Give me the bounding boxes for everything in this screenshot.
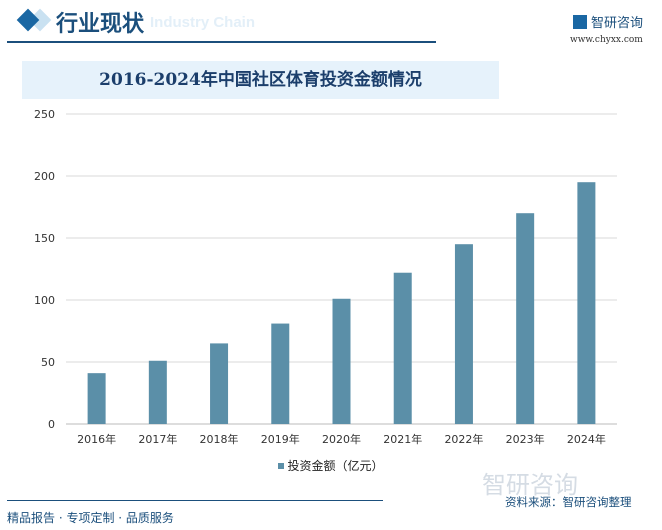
bar — [210, 343, 229, 424]
bar — [332, 298, 351, 424]
x-tick-label: 2018年 — [200, 432, 239, 446]
x-tick-label: 2017年 — [138, 432, 177, 446]
source-note: 资料来源：智研咨询整理 — [505, 495, 632, 509]
y-tick-label: 200 — [34, 170, 55, 183]
bar — [516, 213, 535, 424]
x-tick-label: 2023年 — [506, 432, 545, 446]
bar — [271, 323, 290, 424]
legend-swatch — [278, 462, 285, 469]
bar — [87, 373, 106, 424]
header-divider — [7, 41, 436, 43]
x-tick-label: 2016年 — [77, 432, 116, 446]
y-tick-label: 250 — [34, 108, 55, 121]
y-tick-label: 0 — [48, 418, 55, 431]
footer-divider — [7, 500, 383, 501]
x-tick-label: 2019年 — [261, 432, 300, 446]
footer-slogan: 精品报告 · 专项定制 · 品质服务 — [7, 511, 174, 525]
section-title: 行业现状 — [56, 12, 145, 37]
watermark-logo: 智研咨询 — [482, 471, 578, 499]
y-tick-label: 150 — [34, 232, 55, 245]
bar — [393, 272, 412, 424]
brand: 智研咨询 — [573, 12, 643, 31]
chart-title: 2016-2024年中国社区体育投资金额情况 — [22, 61, 499, 99]
brand-name: 智研咨询 — [591, 16, 644, 31]
brand-logo-icon — [573, 14, 587, 29]
legend-label: 投资金额（亿元） — [287, 459, 384, 473]
x-tick-label: 2021年 — [383, 432, 422, 446]
header-ghost-text: Industry Chain — [150, 14, 256, 31]
y-tick-label: 50 — [41, 356, 55, 369]
x-tick-label: 2020年 — [322, 432, 361, 446]
bar — [577, 182, 596, 424]
x-tick-label: 2024年 — [567, 432, 606, 446]
brand-url: www.chyxx.com — [570, 35, 643, 45]
bar — [148, 360, 167, 424]
y-tick-label: 100 — [34, 294, 55, 307]
x-tick-label: 2022年 — [444, 432, 483, 446]
legend: 投资金额（亿元） — [0, 457, 662, 474]
bar — [454, 244, 473, 424]
